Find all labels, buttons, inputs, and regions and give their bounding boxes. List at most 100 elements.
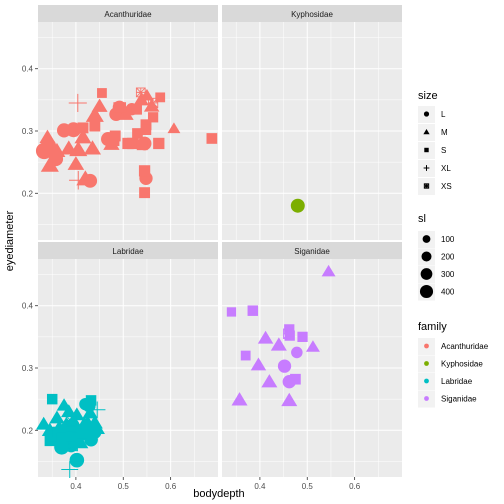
data-point — [147, 112, 159, 123]
sl-legend-label: 200 — [441, 253, 455, 262]
facet-strip-label: Siganidae — [294, 247, 330, 256]
data-point — [62, 421, 74, 433]
facet-strip-label: Labridae — [112, 247, 144, 256]
size-legend-label: M — [441, 128, 448, 137]
data-point — [85, 395, 97, 406]
data-point — [82, 425, 93, 436]
x-tick-label: 0.5 — [118, 482, 130, 491]
data-point — [277, 359, 292, 373]
sl-legend-symbol — [420, 268, 433, 280]
y-tick-label: 0.4 — [22, 65, 34, 74]
sl-legend-symbol — [419, 284, 434, 299]
data-point — [136, 139, 148, 151]
data-point — [281, 392, 298, 407]
facet-strip — [38, 242, 218, 259]
data-point — [250, 357, 267, 371]
data-point — [58, 439, 70, 451]
y-tick-label: 0.3 — [22, 364, 34, 373]
data-point — [88, 401, 106, 418]
x-tick-label: 0.4 — [70, 482, 82, 491]
sl-legend-title: sl — [418, 213, 426, 225]
data-point — [257, 330, 274, 344]
data-point — [270, 337, 287, 351]
data-point — [61, 461, 79, 478]
facet-strip-label: Kyphosidae — [291, 10, 333, 19]
data-point — [115, 102, 127, 113]
data-point — [69, 170, 88, 190]
facet-strip — [222, 242, 402, 259]
data-point — [321, 264, 336, 277]
data-point — [76, 428, 88, 439]
data-point — [89, 120, 101, 132]
data-point — [153, 137, 165, 150]
x-tick-label: 0.4 — [254, 482, 266, 491]
data-point — [69, 407, 85, 421]
data-point — [56, 432, 67, 443]
size-legend-symbol — [423, 129, 430, 135]
family-legend-label: Labridae — [441, 377, 473, 386]
data-point — [66, 122, 82, 138]
facet-panels: Acanthuridae Kyphosidae Labridae Siganidae — [35, 5, 402, 478]
data-point — [283, 328, 294, 339]
axes: 0.2 0.3 0.4 0.2 0.3 0.4 0.4 0.5 0.6 0.4 0.5 0.6 — [22, 65, 361, 491]
data-point — [65, 415, 77, 427]
data-point — [291, 346, 303, 359]
data-point — [226, 307, 237, 317]
facet-strip — [38, 5, 218, 22]
size-legend-label: L — [441, 110, 446, 119]
y-tick-label: 0.3 — [22, 127, 34, 136]
data-point — [167, 122, 181, 134]
family-legend-symbol — [424, 343, 429, 349]
data-point — [67, 440, 78, 452]
sl-legend-label: 100 — [441, 235, 455, 244]
family-legend-symbol — [424, 378, 429, 384]
data-point — [35, 416, 52, 430]
data-point — [77, 122, 89, 134]
facet-panel: Siganidae — [222, 242, 402, 477]
y-tick-label: 0.4 — [22, 302, 34, 311]
family-legend-symbol — [424, 396, 429, 401]
sl-legend-symbol — [422, 235, 431, 243]
data-point — [89, 421, 105, 434]
data-point — [297, 331, 308, 342]
data-point — [85, 106, 104, 122]
facet-panel: Labridae — [35, 242, 218, 478]
size-legend-symbol — [423, 111, 430, 117]
data-point — [83, 140, 102, 155]
data-point — [135, 87, 146, 98]
family-legend-label: Kyphosidae — [441, 360, 483, 369]
sl-legend-label: 300 — [441, 270, 455, 279]
data-point — [67, 156, 85, 170]
data-point — [40, 156, 59, 172]
data-point — [97, 88, 107, 98]
data-point — [305, 340, 320, 352]
facet-panel: Acanthuridae — [35, 5, 218, 240]
data-point — [52, 426, 64, 438]
data-point — [155, 92, 166, 103]
family-legend-title: family — [418, 321, 447, 333]
data-point — [39, 129, 56, 143]
data-point — [247, 305, 259, 316]
size-legend-title: size — [418, 90, 438, 102]
data-point — [290, 198, 305, 213]
data-point — [69, 141, 88, 157]
data-point — [61, 404, 77, 418]
family-legend-label: Siganidae — [441, 395, 477, 404]
size-legend-symbol — [423, 183, 430, 189]
data-point — [76, 170, 95, 186]
family-legend-label: Acanthuridae — [441, 342, 489, 351]
data-point — [82, 405, 98, 419]
sl-legend-label: 400 — [441, 288, 455, 297]
data-point — [140, 124, 152, 135]
facet-panel: Kyphosidae — [222, 5, 402, 240]
x-axis-title: bodydepth — [193, 488, 244, 500]
data-point — [132, 128, 143, 139]
x-tick-label: 0.6 — [349, 482, 361, 491]
data-point — [127, 137, 139, 150]
size-legend-label: XS — [441, 182, 452, 191]
data-point — [68, 93, 87, 113]
data-point — [109, 130, 121, 142]
y-axis-title: eyediameter — [4, 210, 16, 271]
